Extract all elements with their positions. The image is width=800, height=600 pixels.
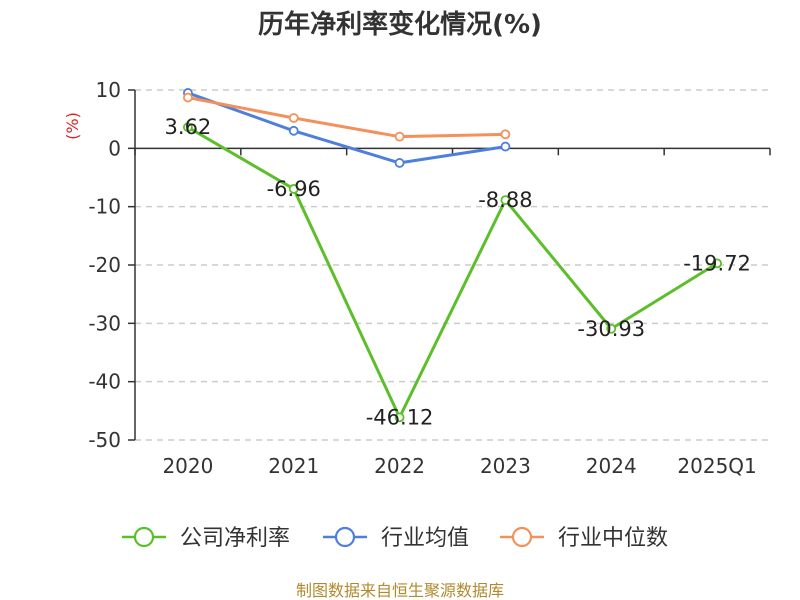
data-label: -46.12 bbox=[366, 405, 434, 429]
series-group bbox=[183, 88, 722, 423]
data-point bbox=[606, 323, 617, 334]
data-point bbox=[288, 113, 299, 123]
series-line-1 bbox=[187, 91, 506, 165]
data-point bbox=[288, 125, 299, 136]
data-label: 3.62 bbox=[165, 115, 212, 139]
y-tick-label: -30 bbox=[88, 311, 121, 335]
x-tick-label: 2022 bbox=[374, 454, 425, 478]
x-tick-label: 2023 bbox=[480, 454, 531, 478]
legend-marker bbox=[334, 526, 356, 548]
data-label: -19.72 bbox=[683, 251, 751, 275]
x-tick-label: 2020 bbox=[162, 454, 213, 478]
series-line-0 bbox=[187, 125, 718, 419]
y-tick-label: -10 bbox=[88, 195, 121, 219]
source-note: 制图数据来自恒生聚源数据库 bbox=[296, 581, 504, 600]
chart-title: 历年净利率变化情况(%) bbox=[258, 9, 542, 40]
x-tick-label: 2024 bbox=[586, 454, 637, 478]
data-label: -30.93 bbox=[577, 317, 645, 341]
data-point bbox=[500, 195, 511, 206]
legend-label: 公司净利率 bbox=[180, 526, 290, 551]
series-line-2 bbox=[187, 96, 506, 139]
data-point bbox=[500, 129, 511, 140]
data-labels: 3.62 -6.96 -46.12 -8.88 -30.93 -19.72 bbox=[165, 115, 751, 429]
data-point bbox=[394, 412, 405, 423]
data-label: -6.96 bbox=[267, 177, 321, 201]
y-axis-label: (%) bbox=[63, 112, 82, 140]
legend-label: 行业中位数 bbox=[558, 526, 668, 551]
legend-label: 行业均值 bbox=[381, 526, 469, 551]
legend-marker bbox=[511, 526, 533, 548]
legend: 公司净利率 行业均值 行业中位数 bbox=[122, 526, 668, 551]
data-point bbox=[394, 131, 405, 142]
data-point bbox=[394, 158, 405, 168]
x-tick-label: 2021 bbox=[268, 454, 319, 478]
data-point bbox=[500, 141, 511, 152]
y-tick-label: -40 bbox=[88, 370, 121, 394]
data-point bbox=[288, 184, 299, 194]
legend-marker bbox=[133, 526, 155, 548]
x-tick-label: 2025Q1 bbox=[677, 454, 756, 478]
y-tick-label: 0 bbox=[108, 136, 121, 160]
y-tick-label: 10 bbox=[96, 78, 121, 102]
data-point bbox=[183, 122, 193, 133]
y-tick-label: -20 bbox=[88, 253, 121, 277]
data-point bbox=[712, 258, 722, 269]
gridlines bbox=[135, 89, 770, 441]
y-tick-label: -50 bbox=[88, 428, 121, 452]
data-label: -8.88 bbox=[478, 188, 532, 212]
data-point bbox=[183, 92, 193, 103]
axes: 10 0 -10 -20 -30 -40 -50 2020 2021 2022 2023 2024 20… bbox=[88, 78, 771, 478]
